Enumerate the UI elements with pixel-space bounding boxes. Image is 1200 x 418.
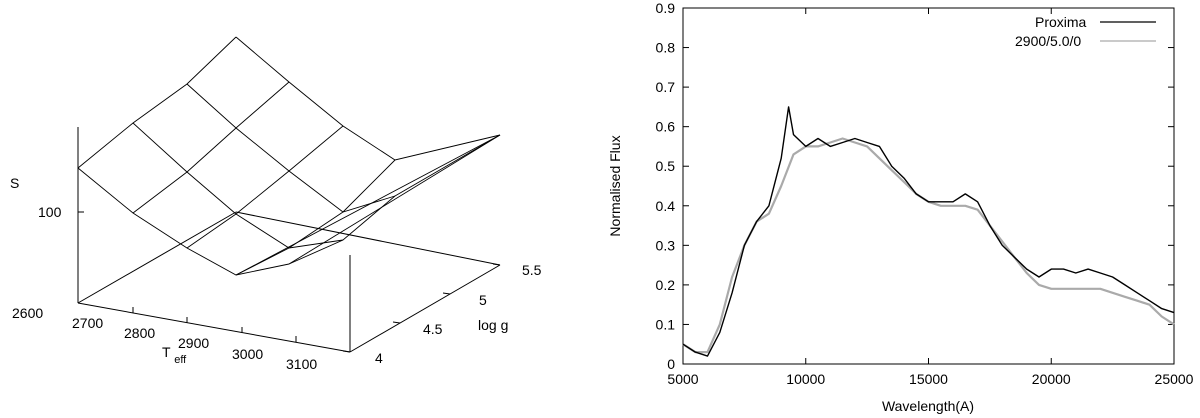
surface-x-label-main: T [162, 344, 171, 360]
mesh-line-teff [77, 36, 237, 169]
surface-x-ticks [132, 307, 297, 342]
surface-xtick-label: 2900 [178, 335, 209, 351]
mesh-line-edge [235, 134, 501, 276]
surface-x-label-sub: eff [174, 354, 187, 366]
mesh-line-logg [186, 83, 396, 213]
mesh-line-logg [77, 167, 290, 276]
x-tick-label: 20000 [1032, 371, 1071, 387]
surface-xtick-label: 2600 [12, 305, 43, 321]
spectrum-chart: 0 0.1 0.2 0.3 0.4 0.5 0.6 0.7 0.8 0.9 5000 10000 15… [607, 0, 1194, 414]
y-tick-label: 0 [667, 356, 675, 372]
y-tick-label: 0.4 [656, 198, 676, 214]
y-tick-label: 0.8 [656, 40, 676, 56]
y-tick-label: 0.3 [656, 237, 676, 253]
mesh-line-teff [235, 159, 396, 276]
surface-xtick-label: 2700 [72, 315, 103, 331]
surface-box-edge-back [235, 211, 501, 266]
series-line-model [682, 137, 1175, 354]
surface-chart: S 100 2600 2700 2800 2900 3000 3100 T ef… [10, 36, 542, 372]
legend: Proxima 2900/5.0/0 [1015, 14, 1156, 49]
x-tick-label: 25000 [1155, 371, 1194, 387]
surface-xtick-label: 3100 [286, 356, 317, 372]
legend-label-proxima: Proxima [1035, 14, 1087, 30]
y-axis-ticks: 0 0.1 0.2 0.3 0.4 0.5 0.6 0.7 0.8 0.9 [656, 0, 1174, 372]
surface-box-edge-right [349, 264, 501, 353]
surface-ytick-label: 4.5 [423, 321, 443, 337]
y-tick-label: 0.7 [656, 79, 676, 95]
surface-x-label: T eff [162, 344, 187, 366]
surface-y-label: log g [478, 317, 508, 333]
series-lines [682, 106, 1175, 357]
x-tick-label: 5000 [667, 371, 698, 387]
surface-ytick [442, 292, 451, 295]
surface-xtick-label: 2800 [124, 325, 155, 341]
mesh-line-logg [132, 122, 344, 249]
series-line-proxima [682, 106, 1175, 357]
x-tick-label: 15000 [909, 371, 948, 387]
y-tick-label: 0.9 [656, 0, 676, 16]
surface-box-edge-back-left [77, 211, 237, 304]
surface-ytick [342, 350, 351, 353]
x-tick-label: 10000 [786, 371, 825, 387]
y-tick-label: 0.5 [656, 158, 676, 174]
y-tick-label: 0.6 [656, 119, 676, 135]
surface-mesh [77, 36, 501, 276]
surface-ytick [392, 321, 401, 324]
plot-frame [682, 7, 1175, 365]
mesh-line-edge [288, 134, 501, 265]
mesh-line-teff [132, 81, 290, 214]
surface-box-edge-front [77, 302, 351, 353]
surface-ytick-label: 4 [375, 350, 383, 366]
surface-xtick-label: 3000 [232, 346, 263, 362]
surface-ytick-label: 5 [479, 292, 487, 308]
mesh-line-teff [288, 134, 501, 265]
surface-ztick-label: 100 [38, 204, 62, 220]
mesh-line-teff [186, 125, 344, 249]
surface-z-label: S [10, 175, 19, 191]
mesh-line-logg [235, 36, 501, 161]
x-axis-ticks: 5000 10000 15000 20000 25000 [667, 8, 1194, 387]
y-axis-label: Normalised Flux [607, 135, 623, 236]
y-tick-label: 0.2 [656, 277, 676, 293]
legend-label-model: 2900/5.0/0 [1015, 33, 1081, 49]
surface-y-ticks [342, 263, 501, 353]
surface-ytick-label: 5.5 [522, 262, 542, 278]
x-axis-label: Wavelength(A) [882, 398, 974, 414]
y-tick-label: 0.1 [656, 316, 676, 332]
surface-ytick [492, 263, 501, 266]
